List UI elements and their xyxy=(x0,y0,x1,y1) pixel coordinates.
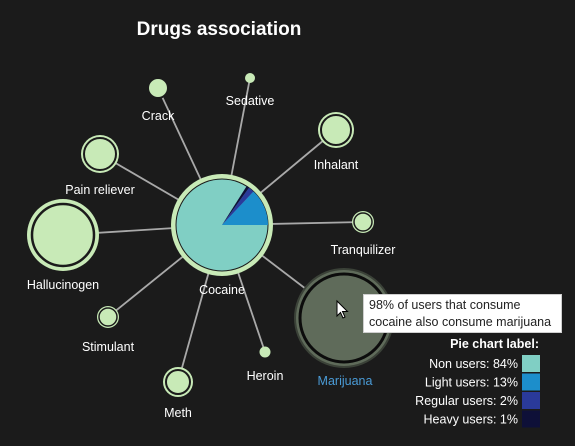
node-cocaine[interactable]: Cocaine xyxy=(171,174,273,297)
node-inhalant[interactable]: Inhalant xyxy=(314,112,359,172)
node-label-inhalant: Inhalant xyxy=(314,158,359,172)
node-stimulant[interactable]: Stimulant xyxy=(82,306,135,354)
pie-slice-heavy-users xyxy=(222,186,250,225)
node-label-pain-reliever: Pain reliever xyxy=(65,183,134,197)
legend-swatch-non-users xyxy=(522,355,540,372)
cursor-icon xyxy=(336,299,349,319)
legend-label-light-users: Light users: 13% xyxy=(425,376,518,390)
legend-label-heavy-users: Heavy users: 1% xyxy=(424,413,518,427)
legend-swatch-heavy-users xyxy=(522,410,540,428)
pie-slice-light-users xyxy=(222,191,268,225)
chart-title: Drugs association xyxy=(137,19,302,40)
node-pain-reliever[interactable]: Pain reliever xyxy=(65,135,135,197)
tooltip-line-1: 98% of users that consume xyxy=(369,298,521,312)
node-sedative[interactable]: Sedative xyxy=(226,73,275,108)
node-label-marijuana: Marijuana xyxy=(318,374,373,388)
node-crack[interactable]: Crack xyxy=(142,77,175,123)
association-tooltip: 98% of users that consume cocaine also c… xyxy=(363,294,562,333)
cocaine-pie xyxy=(222,186,268,225)
tooltip-line-2: cocaine also consume marijuana xyxy=(369,315,552,329)
node-label-meth: Meth xyxy=(164,406,192,420)
nodes: Crack Sedative Inhalant Pain reliever Tr… xyxy=(27,73,396,420)
pie-slice-regular-users xyxy=(222,187,254,225)
node-label-hallucinogen: Hallucinogen xyxy=(27,278,99,292)
node-meth[interactable]: Meth xyxy=(163,367,193,420)
node-label-sedative: Sedative xyxy=(226,94,275,108)
legend: Pie chart label: Non users: 84% Light use… xyxy=(415,337,540,428)
node-hallucinogen[interactable]: Hallucinogen xyxy=(27,199,99,292)
node-label-heroin: Heroin xyxy=(247,369,284,383)
legend-swatch-regular-users xyxy=(522,392,540,409)
legend-label-non-users: Non users: 84% xyxy=(429,357,518,371)
node-label-stimulant: Stimulant xyxy=(82,340,135,354)
legend-label-regular-users: Regular users: 2% xyxy=(415,394,518,408)
node-heroin[interactable]: Heroin xyxy=(247,346,284,384)
node-tranquilizer[interactable]: Tranquilizer xyxy=(331,211,396,257)
node-label-cocaine: Cocaine xyxy=(199,283,245,297)
legend-swatch-light-users xyxy=(522,373,540,391)
legend-title: Pie chart label: xyxy=(450,337,539,351)
node-label-crack: Crack xyxy=(142,109,175,123)
node-label-tranquilizer: Tranquilizer xyxy=(331,243,396,257)
